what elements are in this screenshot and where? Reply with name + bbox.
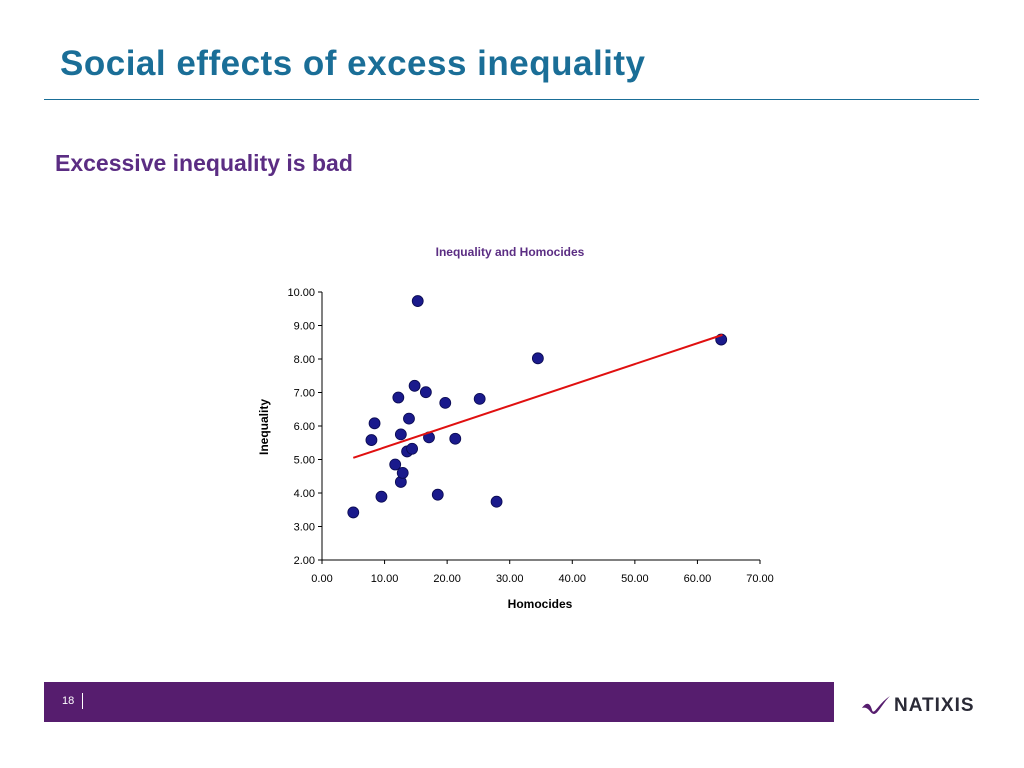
scatter-point: [394, 428, 407, 441]
scatter-point: [408, 379, 421, 392]
scatter-point: [347, 506, 360, 519]
chart-title: Inequality and Homocides: [436, 245, 585, 259]
scatter-point: [406, 442, 419, 455]
x-axis-label: Homocides: [508, 597, 573, 611]
x-tick-label: 20.00: [433, 573, 461, 585]
scatter-point: [403, 412, 415, 425]
scatter-point: [392, 391, 405, 404]
y-tick-label: 4.00: [294, 488, 315, 500]
y-tick-label: 8.00: [294, 354, 315, 366]
trendline-layer: [352, 333, 723, 459]
y-tick-label: 2.00: [294, 555, 315, 567]
footer-bar: 18: [44, 682, 834, 722]
page-number-separator: [82, 693, 83, 709]
y-axis-label: Inequality: [257, 399, 271, 455]
natixis-logo: NATIXIS: [860, 692, 985, 718]
y-tick-label: 7.00: [294, 388, 315, 400]
slide-title: Social effects of excess inequality: [60, 44, 646, 83]
scatter-point: [411, 295, 424, 307]
y-axis-ticks: 2.00 3.00 4.00 5.00 6.00 7.00 8.00 9.00 10.00: [287, 287, 322, 567]
scatter-point: [473, 392, 486, 405]
scatter-chart: Inequality and Homocides 2.00 3.00 4.00 5.0…: [257, 245, 774, 611]
scatter-point: [449, 432, 462, 445]
x-tick-label: 60.00: [684, 573, 712, 585]
x-tick-label: 70.00: [746, 573, 774, 585]
scatter-point: [365, 434, 378, 446]
y-tick-label: 10.00: [287, 287, 315, 299]
x-tick-label: 10.00: [371, 573, 399, 585]
scatter-point: [431, 488, 444, 501]
data-points: [347, 295, 728, 519]
trendline: [352, 333, 723, 459]
natixis-logo-icon: [862, 696, 890, 714]
y-tick-label: 5.00: [294, 455, 315, 467]
slide-subtitle: Excessive inequality is bad: [55, 150, 353, 176]
scatter-point: [419, 386, 432, 399]
scatter-point: [375, 490, 388, 503]
y-tick-label: 3.00: [294, 522, 315, 534]
x-tick-label: 40.00: [559, 573, 587, 585]
x-tick-label: 0.00: [311, 573, 332, 585]
scatter-point: [389, 458, 402, 471]
x-tick-label: 30.00: [496, 573, 524, 585]
scatter-point: [439, 396, 452, 409]
natixis-logo-text: NATIXIS: [894, 695, 975, 716]
title-divider: [44, 99, 979, 100]
y-tick-label: 6.00: [294, 421, 315, 433]
scatter-point: [368, 417, 381, 430]
scatter-point: [490, 495, 503, 508]
page-number: 18: [62, 695, 75, 707]
x-axis-ticks: 0.00 10.00 20.00 30.00 40.00 50.00 60.00 70.00: [311, 560, 774, 585]
scatter-point: [531, 352, 544, 365]
y-tick-label: 9.00: [294, 321, 315, 333]
scatter-point: [396, 466, 409, 479]
x-tick-label: 50.00: [621, 573, 649, 585]
